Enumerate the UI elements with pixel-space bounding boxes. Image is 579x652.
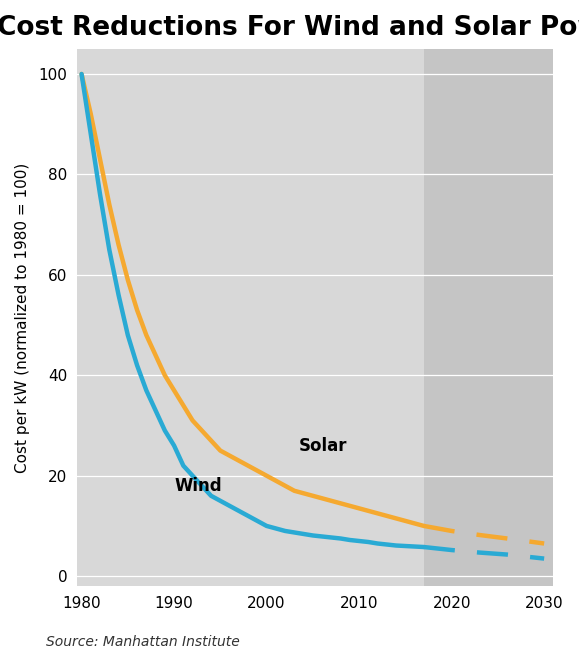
Bar [424, 49, 563, 586]
Text: Source: Manhattan Institute: Source: Manhattan Institute [46, 635, 240, 649]
Title: Cost Reductions For Wind and Solar Power: Cost Reductions For Wind and Solar Power [0, 15, 579, 41]
Text: Solar: Solar [299, 437, 347, 454]
Y-axis label: Cost per kW (normalized to 1980 = 100): Cost per kW (normalized to 1980 = 100) [15, 162, 30, 473]
Text: Wind: Wind [174, 477, 222, 495]
